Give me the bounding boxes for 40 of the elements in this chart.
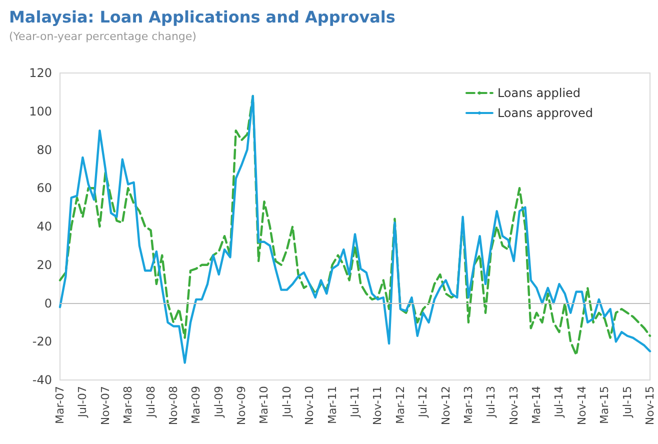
x-tick-label: Nov-12	[439, 386, 452, 426]
x-tick-label: Nov-11	[371, 386, 384, 426]
x-tick-label: Jul-14	[552, 386, 566, 418]
y-tick-label: 0	[44, 296, 52, 310]
y-tick-label: -40	[32, 373, 52, 387]
y-tick-label: 100	[29, 104, 52, 118]
legend-label: Loans applied	[497, 86, 581, 100]
x-tick-label: Mar-15	[598, 386, 612, 424]
y-tick-label: 120	[29, 66, 52, 80]
x-tick-label: Mar-10	[258, 386, 271, 424]
x-tick-label: Nov-10	[303, 386, 316, 426]
y-tick-label: 60	[36, 181, 52, 196]
x-tick-label: Jul-10	[280, 386, 294, 418]
y-tick-label: -20	[32, 334, 52, 349]
y-tick-label: 80	[36, 142, 52, 157]
x-tick-label: Jul-13	[484, 386, 498, 418]
x-tick-label: Nov-14	[575, 386, 588, 426]
x-tick-label: Jul-11	[348, 386, 362, 418]
y-tick-label: 40	[36, 220, 52, 234]
x-tick-label: Nov-09	[235, 386, 248, 426]
x-tick-label: Mar-09	[190, 386, 203, 424]
x-tick-label: Mar-11	[326, 386, 339, 424]
x-tick-label: Nov-08	[166, 386, 180, 426]
x-tick-label: Nov-07	[98, 386, 112, 426]
x-tick-label: Mar-07	[54, 386, 66, 424]
x-tick-label: Jul-07	[76, 386, 90, 418]
x-tick-label: Nov-13	[507, 386, 520, 426]
x-tick-label: Mar-13	[462, 386, 475, 424]
x-tick-label: Jul-12	[416, 386, 430, 418]
x-tick-label: Jul-15	[620, 386, 634, 418]
x-tick-label: Mar-12	[394, 386, 407, 424]
chart-title: Malaysia: Loan Applications and Approvals	[9, 8, 396, 26]
x-tick-label: Mar-08	[122, 386, 135, 424]
x-tick-label: Nov-15	[644, 386, 656, 426]
chart-subtitle: (Year-on-year percentage change)	[9, 30, 196, 43]
y-tick-label: 20	[36, 258, 52, 272]
x-tick-label: Mar-14	[530, 386, 544, 424]
legend-label: Loans approved	[497, 106, 594, 120]
x-tick-label: Jul-08	[144, 386, 158, 418]
x-tick-label: Jul-09	[212, 386, 226, 418]
